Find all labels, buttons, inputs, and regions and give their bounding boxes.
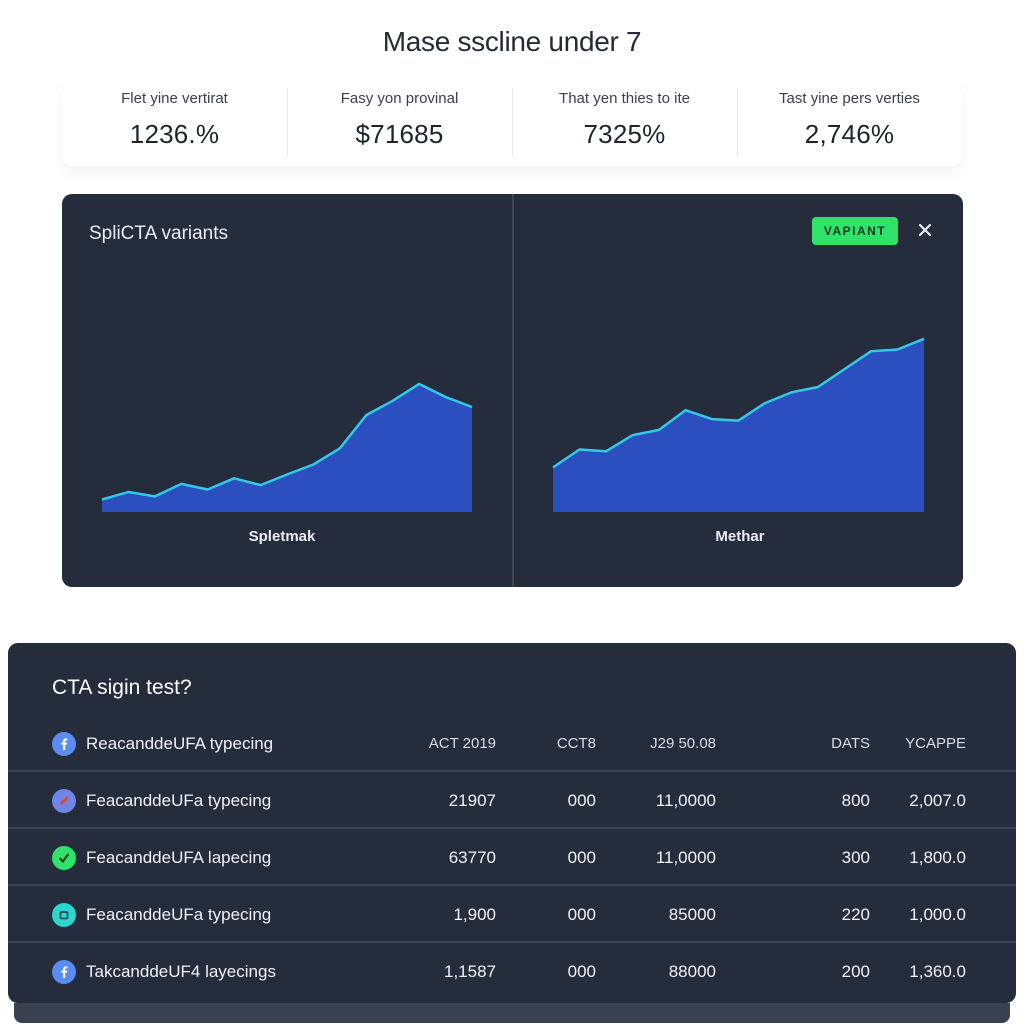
table-cell: 11,0000	[655, 847, 716, 867]
table-row[interactable]: TakcanddeUF4 layecings 1,1587 000 88000 …	[8, 941, 1016, 998]
copy-icon	[52, 902, 76, 927]
row-name-label: TakcanddeUF4 layecings	[86, 961, 276, 981]
kpi-value: 1236.%	[129, 119, 220, 149]
table-row[interactable]: FeacanddeUFa typecing 21907 000 11,0000 …	[8, 770, 1016, 827]
table-cell: 300	[841, 847, 870, 867]
chart-caption-right: Methar	[715, 528, 765, 545]
kpi-card: Tast yine pers verties 2,746%	[737, 84, 962, 166]
kpi-label: Fasy yon provinal	[340, 90, 459, 107]
header-name-label: ReacanddeUFA typecing	[86, 733, 274, 753]
table-cell: 200	[841, 961, 870, 981]
column-header[interactable]: CCT8	[556, 735, 596, 752]
chart-divider	[512, 194, 514, 587]
table-cell: 1,1587	[444, 961, 496, 981]
check-icon	[52, 845, 76, 870]
header-name-cell: ReacanddeUFA typecing	[52, 715, 382, 772]
page-title: Mase sscline under 7	[382, 26, 642, 57]
table-shadow-edge	[14, 1003, 1010, 1023]
row-name-label: FeacanddeUFa typecing	[86, 904, 272, 924]
row-name-cell: FeacanddeUFA lapecing	[52, 829, 382, 886]
table-cell: 88000	[668, 961, 716, 981]
chart-caption-left: Spletmak	[248, 528, 316, 545]
table-cell: 63770	[448, 847, 496, 867]
table-cell: 1,800.0	[909, 847, 966, 867]
row-name-cell: TakcanddeUF4 layecings	[52, 943, 382, 1000]
facebook-icon	[52, 959, 76, 984]
close-icon[interactable]	[914, 218, 936, 242]
table-row[interactable]: FeacanddeUFa typecing 1,900 000 85000 22…	[8, 884, 1016, 941]
table-cell: 000	[567, 904, 596, 924]
row-name-cell: FeacanddeUFa typecing	[52, 886, 382, 943]
table-cell: 000	[567, 847, 596, 867]
row-name-label: FeacanddeUFa typecing	[86, 790, 272, 810]
column-header[interactable]: DATS	[831, 735, 870, 752]
kpi-strip: Flet yine vertirat 1236.% Fasy yon provi…	[62, 84, 962, 166]
table-cell: 11,0000	[655, 790, 716, 810]
chart-canvas	[101, 337, 925, 512]
column-header[interactable]: J29 50.08	[650, 735, 716, 752]
pencil-icon	[52, 788, 76, 813]
kpi-value: 7325%	[583, 119, 666, 149]
kpi-label: Tast yine pers verties	[779, 90, 920, 107]
kpi-label: Flet yine vertirat	[121, 90, 228, 107]
table-row[interactable]: FeacanddeUFA lapecing 63770 000 11,0000 …	[8, 827, 1016, 884]
kpi-value: 2,746%	[804, 119, 895, 149]
table-cell: 1,360.0	[909, 961, 966, 981]
kpi-value: $71685	[355, 119, 444, 149]
chart-panel-title: SpliCTA variants	[89, 223, 229, 244]
area-series-right	[553, 338, 924, 512]
table-cell: 2,007.0	[909, 790, 966, 810]
kpi-card: That yen thies to ite 7325%	[512, 84, 737, 166]
table-cell: 000	[567, 790, 596, 810]
cta-table: CTA sigin test? ReacanddeUFA typecing AC…	[8, 643, 1016, 1003]
area-series-left	[102, 383, 472, 512]
column-header[interactable]: ACT 2019	[428, 735, 496, 752]
row-name-cell: FeacanddeUFa typecing	[52, 772, 382, 829]
chart-panel: SpliCTA variants VAPIANT Spletmak Methar	[62, 194, 963, 587]
kpi-card: Fasy yon provinal $71685	[287, 84, 512, 166]
variant-badge[interactable]: VAPIANT	[812, 217, 898, 245]
table-header-row: ReacanddeUFA typecing ACT 2019 CCT8 J29 …	[8, 715, 1016, 772]
table-cell: 220	[841, 904, 870, 924]
kpi-label: That yen thies to ite	[559, 90, 690, 107]
table-cell: 000	[567, 961, 596, 981]
table-title: CTA sigin test?	[52, 676, 192, 699]
facebook-icon	[52, 731, 76, 756]
table-cell: 21907	[448, 790, 496, 810]
column-header[interactable]: YCAPPE	[905, 735, 966, 752]
table-cell: 1,900	[453, 904, 496, 924]
kpi-card: Flet yine vertirat 1236.%	[62, 84, 287, 166]
row-name-label: FeacanddeUFA lapecing	[86, 847, 272, 867]
table-cell: 85000	[668, 904, 716, 924]
table-cell: 800	[841, 790, 870, 810]
table-cell: 1,000.0	[909, 904, 966, 924]
